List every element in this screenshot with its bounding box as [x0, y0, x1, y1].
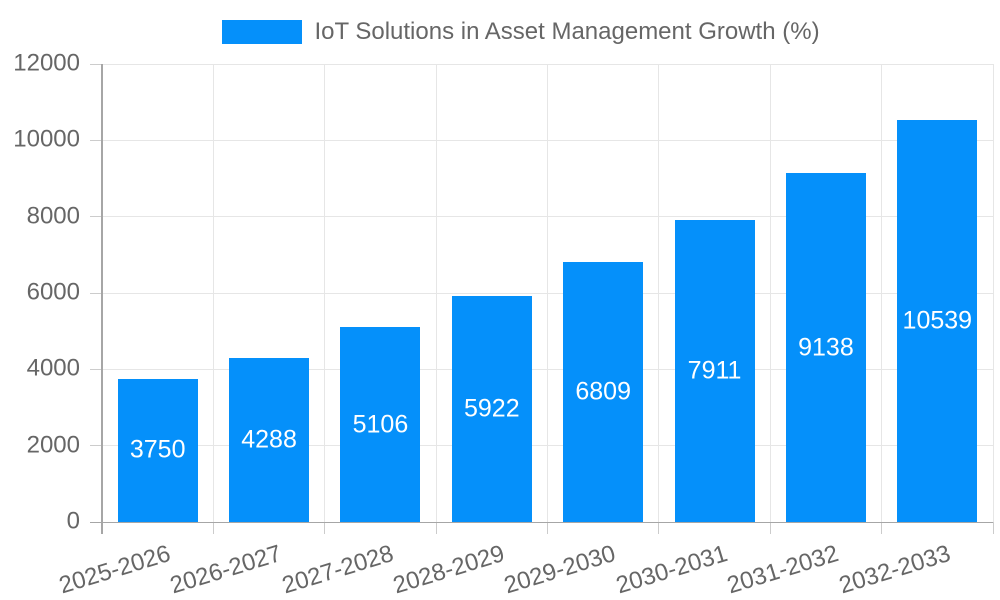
gridline-x-8 [992, 64, 994, 522]
y-tick-label: 0 [66, 507, 80, 535]
bar-value-label: 5106 [352, 410, 409, 439]
bar-2031-2032[interactable] [785, 173, 866, 522]
bar-value-label: 9138 [798, 333, 854, 362]
y-tick-label: 12000 [13, 49, 80, 77]
x-tick-mark [992, 522, 994, 534]
bar-2029-2030[interactable] [563, 262, 644, 522]
y-tick-mark [90, 139, 102, 141]
y-tick-label: 10000 [13, 125, 80, 153]
x-tick-mark [212, 522, 214, 534]
x-tick-mark [324, 522, 326, 534]
x-tick-mark [881, 522, 883, 534]
y-tick-label: 2000 [26, 431, 80, 459]
bar-2027-2028[interactable] [340, 327, 421, 522]
bar-value-label: 10539 [902, 306, 973, 335]
x-tick-label: 2027-2028 [278, 540, 397, 600]
y-axis-line [101, 64, 103, 534]
y-tick-mark [90, 216, 102, 218]
x-tick-label: 2029-2030 [501, 540, 620, 600]
gridline-x-1 [212, 64, 214, 522]
y-tick-mark [90, 292, 102, 294]
gridline-x-5 [658, 64, 660, 522]
bar-value-label: 7911 [687, 356, 742, 385]
bar-value-label: 5922 [464, 394, 520, 423]
y-tick-mark [90, 63, 102, 65]
bar-value-label: 3750 [129, 435, 186, 464]
gridline-x-3 [435, 64, 437, 522]
x-tick-label: 2026-2027 [167, 540, 285, 600]
bar-2025-2026[interactable] [117, 378, 198, 522]
x-tick-label: 2030-2031 [612, 540, 731, 600]
x-tick-label: 2031-2032 [724, 540, 842, 600]
legend-label: IoT Solutions in Asset Management Growth… [314, 18, 820, 45]
y-tick-mark [90, 445, 102, 447]
bar-2028-2029[interactable] [451, 295, 532, 522]
bar-2032-2033[interactable] [897, 119, 978, 522]
x-tick-mark [547, 522, 548, 534]
gridline-x-4 [547, 64, 548, 522]
x-axis-line [90, 521, 993, 523]
x-tick-mark [769, 522, 771, 534]
x-tick-mark [435, 522, 437, 534]
y-tick-label: 6000 [26, 278, 80, 306]
y-tick-label: 4000 [26, 354, 80, 382]
bar-value-label: 6809 [575, 377, 631, 406]
x-tick-label: 2032-2033 [835, 540, 954, 600]
legend-swatch [222, 20, 303, 45]
bar-value-label: 4288 [241, 425, 297, 454]
gridline-x-2 [324, 64, 326, 522]
y-tick-label: 8000 [26, 202, 80, 230]
x-tick-label: 2025-2026 [55, 540, 174, 600]
gridline-x-7 [881, 64, 883, 522]
y-tick-mark [90, 368, 102, 370]
x-tick-label: 2028-2029 [390, 540, 508, 600]
x-tick-mark [658, 522, 660, 534]
gridline-x-6 [769, 64, 771, 522]
legend-item[interactable]: IoT Solutions in Asset Management Growth… [0, 18, 1000, 45]
bar-2030-2031[interactable] [674, 220, 755, 522]
bar-2026-2027[interactable] [229, 358, 310, 522]
